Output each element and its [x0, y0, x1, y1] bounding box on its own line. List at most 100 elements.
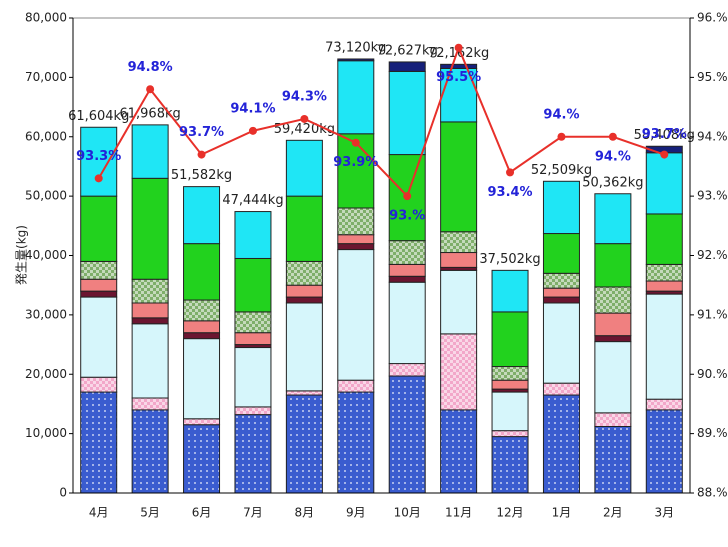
- bar-segment: [337, 243, 375, 251]
- line-point: [660, 150, 669, 159]
- bar-segment: [285, 195, 323, 262]
- bar-segment: [491, 391, 529, 432]
- point-label: 93.7%: [642, 127, 687, 142]
- bar-segment: [183, 186, 221, 245]
- bar-segment: [234, 257, 272, 313]
- bar-segment: [440, 252, 478, 268]
- point-label: 94.%: [543, 107, 579, 122]
- bar-segment: [337, 60, 375, 135]
- total-label: 52,509kg: [531, 163, 592, 178]
- x-tick-label: 2月: [603, 506, 623, 520]
- y2-tick-label: 89.%: [697, 426, 728, 440]
- bar-segment: [440, 121, 478, 233]
- line-point: [403, 192, 412, 201]
- x-tick-label: 12月: [496, 506, 523, 520]
- y-tick-label: 40,000: [25, 248, 67, 262]
- bar-segment: [388, 275, 426, 283]
- point-label: 94.8%: [128, 60, 173, 75]
- bar-segment: [594, 341, 632, 414]
- bar-segment: [131, 124, 169, 179]
- bar-segment: [131, 409, 169, 494]
- bar-segment: [183, 332, 221, 340]
- x-tick-label: 9月: [346, 506, 366, 520]
- point-label: 93.9%: [333, 155, 378, 170]
- x-tick-label: 8月: [295, 506, 315, 520]
- bar-segment: [131, 177, 169, 280]
- bar-segment: [440, 231, 478, 254]
- y2-tick-label: 88.%: [697, 486, 728, 500]
- x-tick-label: 4月: [89, 506, 109, 520]
- bar-segment: [542, 272, 580, 289]
- total-label: 73,120kg: [325, 40, 386, 55]
- bar-segment: [440, 269, 478, 335]
- bar-segment: [80, 296, 118, 378]
- bar-segment: [234, 311, 272, 334]
- x-tick-label: 5月: [140, 506, 160, 520]
- bar-segment: [594, 426, 632, 494]
- bar-segment: [80, 126, 118, 197]
- bar-segment: [542, 382, 580, 396]
- bar-segment: [80, 376, 118, 393]
- point-label: 93.7%: [179, 125, 224, 140]
- bar-segment: [337, 249, 375, 381]
- point-label: 95.5%: [436, 70, 481, 85]
- bar-segment: [388, 61, 426, 72]
- point-label: 94.1%: [230, 101, 275, 116]
- bar-segment: [285, 139, 323, 197]
- bar-segment: [645, 213, 683, 265]
- bar-segment: [594, 193, 632, 245]
- bar-segment: [80, 290, 118, 298]
- y2-tick-label: 96.%: [697, 11, 728, 25]
- line: [97, 44, 665, 198]
- bar-segment: [542, 287, 580, 298]
- bar-segment: [388, 363, 426, 377]
- bar-segment: [183, 338, 221, 420]
- bar-segment: [491, 430, 529, 438]
- bar-segment: [388, 240, 426, 265]
- bar-segment: [542, 394, 580, 494]
- total-label: 58,408kg: [634, 128, 695, 143]
- bar-segment: [183, 418, 221, 426]
- bar-segment: [337, 58, 375, 62]
- y-tick-label: 30,000: [25, 307, 67, 321]
- bar-segment: [491, 269, 529, 313]
- bar-segment: [234, 414, 272, 494]
- bar-segment: [440, 63, 478, 69]
- bar-segment: [234, 406, 272, 416]
- bar-segment: [285, 260, 323, 286]
- bar-segment: [183, 320, 221, 334]
- bar-segment: [80, 391, 118, 494]
- total-label: 51,582kg: [171, 168, 232, 183]
- bar-segment: [491, 366, 529, 381]
- bar-segment: [594, 335, 632, 343]
- bar-segment: [131, 397, 169, 411]
- line-point: [557, 132, 566, 141]
- y2-tick-label: 94.%: [697, 129, 728, 143]
- point-label: 94.3%: [282, 89, 327, 104]
- y2-tick-label: 93.%: [697, 189, 728, 203]
- bar-segment: [131, 323, 169, 399]
- y2-tick-label: 95.%: [697, 70, 728, 84]
- y-tick-label: 70,000: [25, 70, 67, 84]
- total-label: 72,627kg: [377, 43, 438, 58]
- bar-segment: [645, 398, 683, 411]
- bar-segment: [234, 347, 272, 408]
- x-tick-label: 7月: [243, 506, 263, 520]
- bar-segment: [645, 263, 683, 282]
- bar-segment: [183, 424, 221, 494]
- line-point: [506, 168, 515, 177]
- bar-segment: [80, 260, 118, 280]
- bar-segment: [131, 302, 169, 319]
- line-point: [608, 132, 617, 141]
- y-axis-title: 発生量(kg): [15, 225, 29, 285]
- bar-segment: [645, 293, 683, 400]
- bar-segment: [542, 296, 580, 304]
- bar-segment: [234, 332, 272, 346]
- point-label: 93.%: [389, 209, 425, 224]
- total-label: 37,502kg: [479, 252, 540, 267]
- line-point: [454, 43, 463, 52]
- bar-segment: [440, 409, 478, 494]
- y2-tick-label: 91.%: [697, 307, 728, 321]
- x-tick-label: 6月: [192, 506, 212, 520]
